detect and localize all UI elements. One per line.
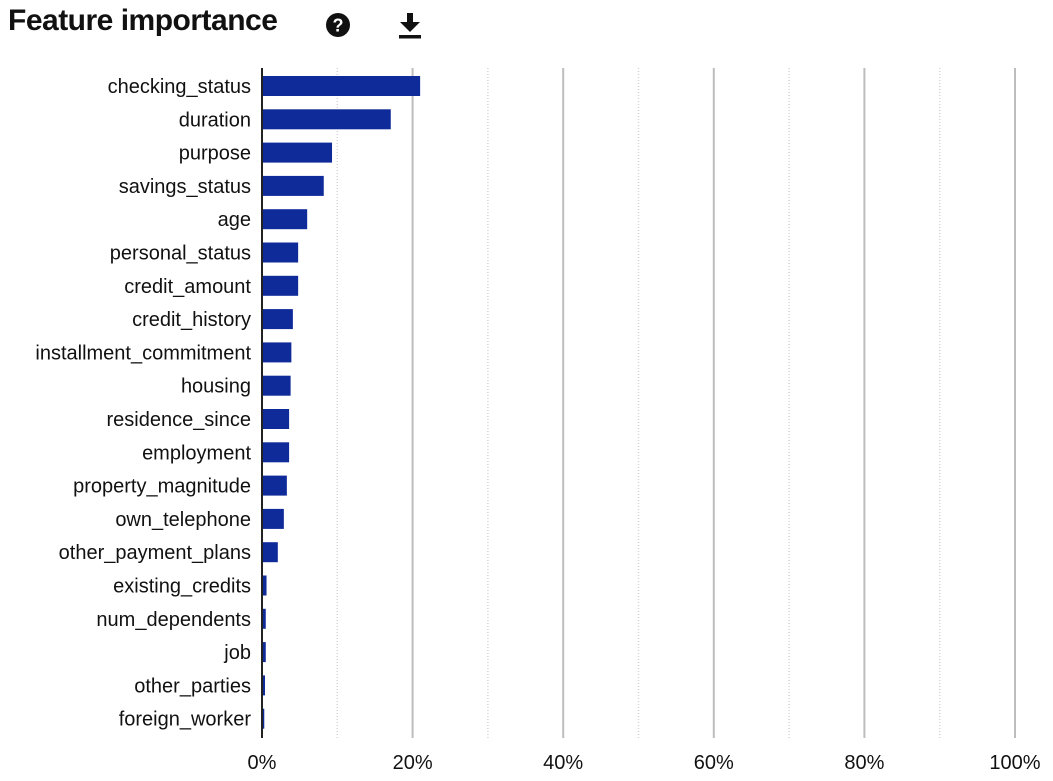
bar	[262, 442, 290, 463]
category-label: other_parties	[134, 675, 251, 697]
bar	[262, 142, 333, 163]
category-label: installment_commitment	[35, 342, 251, 364]
bar	[262, 675, 266, 696]
chart-header: Feature importance ?	[8, 0, 508, 52]
x-tick-label: 100%	[989, 752, 1040, 774]
category-label: duration	[179, 109, 251, 131]
category-label: property_magnitude	[73, 476, 251, 498]
bar	[262, 109, 391, 130]
chart-title: Feature importance	[8, 4, 278, 37]
category-label: num_dependents	[96, 609, 251, 631]
bar	[262, 375, 291, 396]
bar	[262, 608, 266, 629]
svg-text:?: ?	[333, 16, 344, 36]
category-label: own_telephone	[115, 509, 251, 531]
bar	[262, 409, 290, 429]
bar	[262, 342, 292, 363]
category-label: age	[218, 209, 251, 231]
bar	[262, 76, 421, 96]
category-label: residence_since	[106, 409, 251, 431]
help-icon[interactable]: ?	[322, 9, 354, 41]
category-label: job	[223, 642, 251, 664]
category-label: other_payment_plans	[59, 542, 251, 564]
x-tick-label: 0%	[248, 752, 277, 774]
category-label: employment	[142, 442, 251, 464]
category-label: checking_status	[108, 76, 251, 98]
category-label: credit_amount	[124, 276, 251, 298]
category-label: existing_credits	[113, 576, 251, 598]
category-label: savings_status	[119, 176, 251, 198]
category-label: personal_status	[110, 243, 251, 265]
bar	[262, 642, 266, 663]
bar	[262, 575, 267, 596]
category-label: credit_history	[132, 309, 251, 331]
bar	[262, 242, 299, 263]
bar	[262, 708, 265, 729]
category-label: housing	[181, 376, 251, 398]
category-label: purpose	[179, 143, 251, 165]
x-tick-label: 80%	[844, 752, 884, 774]
x-tick-label: 40%	[543, 752, 583, 774]
bar	[262, 309, 293, 330]
bar	[262, 175, 324, 196]
bar	[262, 508, 284, 529]
bar	[262, 209, 308, 230]
download-icon[interactable]	[394, 9, 426, 41]
x-tick-label: 60%	[694, 752, 734, 774]
bar	[262, 475, 287, 496]
x-tick-label: 20%	[393, 752, 433, 774]
bar	[262, 542, 278, 563]
bar	[262, 275, 299, 296]
category-label: foreign_worker	[119, 709, 252, 731]
